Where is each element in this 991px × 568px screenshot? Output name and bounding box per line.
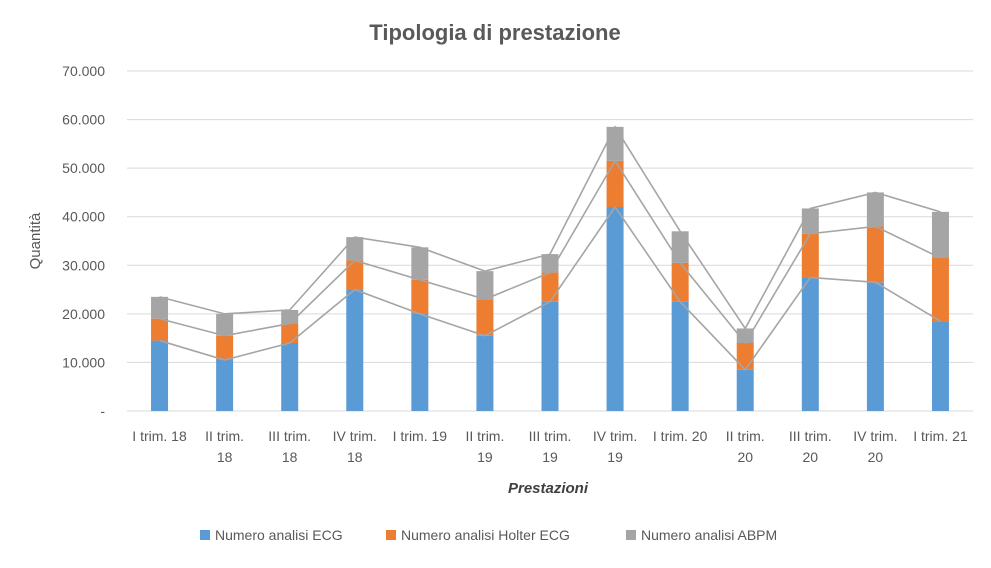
x-tick-label: IV trim. 20 (853, 428, 897, 465)
x-tick-label: IV trim. 19 (593, 428, 637, 465)
bar-segment (606, 126, 624, 161)
bar-segment (736, 343, 754, 370)
x-tick-label: II trim. 20 (726, 428, 765, 465)
x-tick-label: I trim. 18 (132, 428, 187, 444)
y-tick-label: 40.000 (62, 209, 105, 225)
bar-segment (476, 299, 494, 336)
x-tick-label: II trim. 19 (465, 428, 504, 465)
legend-swatch (626, 530, 636, 540)
bar-segment (541, 272, 559, 302)
bar-segment (476, 271, 494, 300)
y-tick-label: 30.000 (62, 257, 105, 273)
bar-segment (151, 340, 169, 411)
legend: Numero analisi ECG Numero analisi Holter … (200, 527, 777, 543)
x-tick-label: III trim. 19 (529, 428, 572, 465)
legend-label: Numero analisi ABPM (641, 527, 777, 543)
bar-segment (346, 260, 364, 290)
bar-segment (411, 313, 429, 411)
bar-segment (411, 279, 429, 314)
y-tick-label: 60.000 (62, 112, 105, 128)
bar-segment (801, 277, 819, 411)
bar-segment (541, 301, 559, 411)
y-tick-label: 50.000 (62, 160, 105, 176)
legend-label: Numero analisi ECG (215, 527, 343, 543)
legend-swatch (200, 530, 210, 540)
x-tick-label: III trim. 20 (789, 428, 832, 465)
x-tick-label: I trim. 20 (653, 428, 708, 444)
series-line (159, 125, 941, 330)
bar-segment (931, 321, 949, 411)
bar-segment (866, 226, 884, 283)
x-axis-label: Prestazioni (508, 480, 589, 497)
bar-segment (151, 318, 169, 341)
bar-segment (671, 262, 689, 302)
bar-segment (671, 301, 689, 411)
bar-segment (866, 192, 884, 227)
x-tick-label: I trim. 19 (393, 428, 448, 444)
bar-segment (866, 282, 884, 411)
y-tick-label: 20.000 (62, 306, 105, 322)
bar-segment (606, 160, 624, 207)
bar-segment (606, 207, 624, 411)
series-line (159, 205, 941, 371)
x-tick-label: I trim. 21 (913, 428, 968, 444)
bar-segment (216, 360, 234, 411)
bar-segment (736, 369, 754, 411)
bar-segment (931, 211, 949, 258)
legend-label: Numero analisi Holter ECG (401, 527, 570, 543)
bar-segment (151, 296, 169, 319)
bar-segment (671, 231, 689, 263)
chart-title: Tipologia di prestazione (369, 20, 620, 45)
bar-segment (541, 254, 559, 273)
y-tick-label: 10.000 (62, 354, 105, 370)
bar-segment (931, 258, 949, 322)
x-tick-label: IV trim. 18 (333, 428, 377, 465)
x-tick-label: II trim. 18 (205, 428, 244, 465)
y-tick-label: - (100, 403, 105, 419)
series-line (159, 159, 941, 345)
bar-segment (346, 289, 364, 411)
bar-segment (736, 328, 754, 343)
bar-segment (281, 343, 299, 411)
bar-segment (346, 237, 364, 261)
bar-segment (476, 335, 494, 411)
series-lines (159, 125, 941, 371)
bar-segment (216, 335, 234, 360)
x-axis-ticks: I trim. 18 II trim. 18 III trim. 18 IV trim. 1… (132, 428, 968, 465)
y-axis-ticks: - 10.000 20.000 30.000 40.000 50.000 60.000 70.… (62, 63, 105, 419)
y-axis-label: Quantità (27, 212, 44, 269)
y-tick-label: 70.000 (62, 63, 105, 79)
bar-segment (801, 233, 819, 278)
legend-swatch (386, 530, 396, 540)
x-tick-label: III trim. 18 (268, 428, 311, 465)
bar-segment (216, 313, 234, 336)
bars (151, 126, 949, 411)
bar-segment (281, 323, 299, 343)
bar-segment (411, 247, 429, 280)
